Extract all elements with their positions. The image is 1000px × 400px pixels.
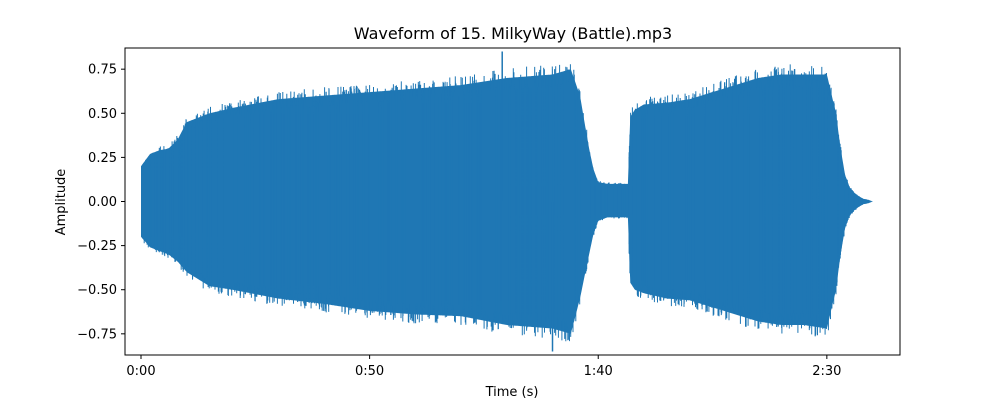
y-tick-label: −0.25 bbox=[77, 239, 117, 254]
plot-area bbox=[141, 51, 873, 352]
y-tick-label: 0.75 bbox=[88, 63, 117, 78]
y-axis-label: Amplitude bbox=[54, 169, 69, 236]
x-tick-label: 0:00 bbox=[126, 364, 155, 379]
x-tick-label: 0:50 bbox=[355, 364, 384, 379]
y-tick-label: 0.00 bbox=[88, 195, 117, 210]
y-tick-label: −0.50 bbox=[77, 283, 117, 298]
waveform-transients bbox=[141, 64, 873, 342]
x-axis: 0:00 0:50 1:40 2:30 bbox=[126, 355, 841, 379]
chart-title: Waveform of 15. MilkyWay (Battle).mp3 bbox=[354, 24, 672, 43]
y-tick-label: −0.75 bbox=[77, 327, 117, 342]
x-tick-label: 1:40 bbox=[584, 364, 613, 379]
y-tick-label: 0.50 bbox=[88, 107, 117, 122]
x-axis-label: Time (s) bbox=[485, 385, 539, 400]
y-tick-label: 0.25 bbox=[88, 151, 117, 166]
y-axis: 0.75 0.50 0.25 0.00 −0.25 −0.50 −0.75 bbox=[77, 63, 125, 342]
x-tick-label: 2:30 bbox=[812, 364, 841, 379]
